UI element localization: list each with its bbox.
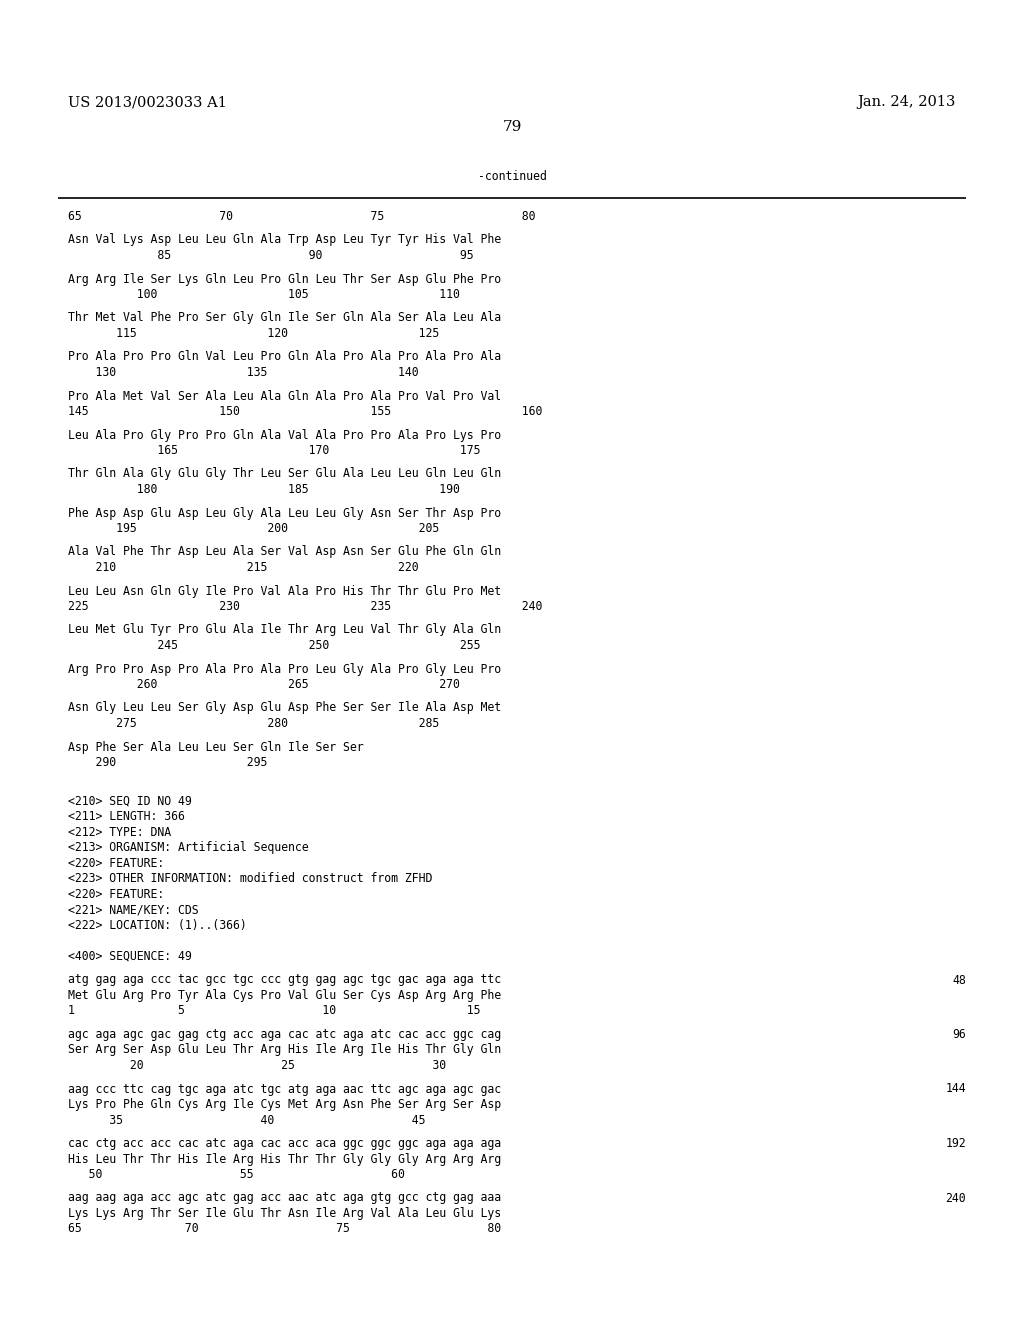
Text: 260                   265                   270: 260 265 270 bbox=[68, 678, 460, 690]
Text: agc aga agc gac gag ctg acc aga cac atc aga atc cac acc ggc cag: agc aga agc gac gag ctg acc aga cac atc … bbox=[68, 1028, 501, 1041]
Text: <221> NAME/KEY: CDS: <221> NAME/KEY: CDS bbox=[68, 903, 199, 916]
Text: <220> FEATURE:: <220> FEATURE: bbox=[68, 888, 164, 902]
Text: 192: 192 bbox=[945, 1137, 966, 1150]
Text: 65               70                    75                    80: 65 70 75 80 bbox=[68, 1222, 501, 1236]
Text: 96: 96 bbox=[952, 1028, 966, 1041]
Text: Arg Arg Ile Ser Lys Gln Leu Pro Gln Leu Thr Ser Asp Glu Phe Pro: Arg Arg Ile Ser Lys Gln Leu Pro Gln Leu … bbox=[68, 272, 501, 285]
Text: 165                   170                   175: 165 170 175 bbox=[68, 444, 480, 457]
Text: 85                    90                    95: 85 90 95 bbox=[68, 249, 474, 261]
Text: 144: 144 bbox=[945, 1082, 966, 1096]
Text: Leu Leu Asn Gln Gly Ile Pro Val Ala Pro His Thr Thr Glu Pro Met: Leu Leu Asn Gln Gly Ile Pro Val Ala Pro … bbox=[68, 585, 501, 598]
Text: Asn Val Lys Asp Leu Leu Gln Ala Trp Asp Leu Tyr Tyr His Val Phe: Asn Val Lys Asp Leu Leu Gln Ala Trp Asp … bbox=[68, 234, 501, 247]
Text: 145                   150                   155                   160: 145 150 155 160 bbox=[68, 405, 543, 418]
Text: Met Glu Arg Pro Tyr Ala Cys Pro Val Glu Ser Cys Asp Arg Arg Phe: Met Glu Arg Pro Tyr Ala Cys Pro Val Glu … bbox=[68, 989, 501, 1002]
Text: Jan. 24, 2013: Jan. 24, 2013 bbox=[858, 95, 956, 110]
Text: 115                   120                   125: 115 120 125 bbox=[68, 327, 439, 341]
Text: <223> OTHER INFORMATION: modified construct from ZFHD: <223> OTHER INFORMATION: modified constr… bbox=[68, 873, 432, 886]
Text: Lys Lys Arg Thr Ser Ile Glu Thr Asn Ile Arg Val Ala Leu Glu Lys: Lys Lys Arg Thr Ser Ile Glu Thr Asn Ile … bbox=[68, 1206, 501, 1220]
Text: 50                    55                    60: 50 55 60 bbox=[68, 1168, 404, 1181]
Text: -continued: -continued bbox=[477, 170, 547, 183]
Text: Pro Ala Met Val Ser Ala Leu Ala Gln Ala Pro Ala Pro Val Pro Val: Pro Ala Met Val Ser Ala Leu Ala Gln Ala … bbox=[68, 389, 501, 403]
Text: US 2013/0023033 A1: US 2013/0023033 A1 bbox=[68, 95, 227, 110]
Text: 35                    40                    45: 35 40 45 bbox=[68, 1114, 426, 1126]
Text: <220> FEATURE:: <220> FEATURE: bbox=[68, 857, 164, 870]
Text: 245                   250                   255: 245 250 255 bbox=[68, 639, 480, 652]
Text: 1               5                    10                   15: 1 5 10 15 bbox=[68, 1005, 480, 1018]
Text: Leu Ala Pro Gly Pro Pro Gln Ala Val Ala Pro Pro Ala Pro Lys Pro: Leu Ala Pro Gly Pro Pro Gln Ala Val Ala … bbox=[68, 429, 501, 441]
Text: 48: 48 bbox=[952, 974, 966, 986]
Text: Ser Arg Ser Asp Glu Leu Thr Arg His Ile Arg Ile His Thr Gly Gln: Ser Arg Ser Asp Glu Leu Thr Arg His Ile … bbox=[68, 1044, 501, 1056]
Text: 195                   200                   205: 195 200 205 bbox=[68, 521, 439, 535]
Text: 65                    70                    75                    80: 65 70 75 80 bbox=[68, 210, 536, 223]
Text: cac ctg acc acc cac atc aga cac acc aca ggc ggc ggc aga aga aga: cac ctg acc acc cac atc aga cac acc aca … bbox=[68, 1137, 501, 1150]
Text: Asp Phe Ser Ala Leu Leu Ser Gln Ile Ser Ser: Asp Phe Ser Ala Leu Leu Ser Gln Ile Ser … bbox=[68, 741, 364, 754]
Text: <210> SEQ ID NO 49: <210> SEQ ID NO 49 bbox=[68, 795, 191, 808]
Text: Lys Pro Phe Gln Cys Arg Ile Cys Met Arg Asn Phe Ser Arg Ser Asp: Lys Pro Phe Gln Cys Arg Ile Cys Met Arg … bbox=[68, 1098, 501, 1111]
Text: <212> TYPE: DNA: <212> TYPE: DNA bbox=[68, 826, 171, 840]
Text: 240: 240 bbox=[945, 1192, 966, 1204]
Text: Pro Ala Pro Pro Gln Val Leu Pro Gln Ala Pro Ala Pro Ala Pro Ala: Pro Ala Pro Pro Gln Val Leu Pro Gln Ala … bbox=[68, 351, 501, 363]
Text: 79: 79 bbox=[503, 120, 521, 135]
Text: Arg Pro Pro Asp Pro Ala Pro Ala Pro Leu Gly Ala Pro Gly Leu Pro: Arg Pro Pro Asp Pro Ala Pro Ala Pro Leu … bbox=[68, 663, 501, 676]
Text: 275                   280                   285: 275 280 285 bbox=[68, 717, 439, 730]
Text: 290                   295: 290 295 bbox=[68, 756, 267, 770]
Text: 130                   135                   140: 130 135 140 bbox=[68, 366, 419, 379]
Text: <213> ORGANISM: Artificial Sequence: <213> ORGANISM: Artificial Sequence bbox=[68, 842, 308, 854]
Text: 210                   215                   220: 210 215 220 bbox=[68, 561, 419, 574]
Text: Ala Val Phe Thr Asp Leu Ala Ser Val Asp Asn Ser Glu Phe Gln Gln: Ala Val Phe Thr Asp Leu Ala Ser Val Asp … bbox=[68, 545, 501, 558]
Text: 20                    25                    30: 20 25 30 bbox=[68, 1059, 446, 1072]
Text: 180                   185                   190: 180 185 190 bbox=[68, 483, 460, 496]
Text: <211> LENGTH: 366: <211> LENGTH: 366 bbox=[68, 810, 185, 824]
Text: Leu Met Glu Tyr Pro Glu Ala Ile Thr Arg Leu Val Thr Gly Ala Gln: Leu Met Glu Tyr Pro Glu Ala Ile Thr Arg … bbox=[68, 623, 501, 636]
Text: aag ccc ttc cag tgc aga atc tgc atg aga aac ttc agc aga agc gac: aag ccc ttc cag tgc aga atc tgc atg aga … bbox=[68, 1082, 501, 1096]
Text: 100                   105                   110: 100 105 110 bbox=[68, 288, 460, 301]
Text: Thr Gln Ala Gly Glu Gly Thr Leu Ser Glu Ala Leu Leu Gln Leu Gln: Thr Gln Ala Gly Glu Gly Thr Leu Ser Glu … bbox=[68, 467, 501, 480]
Text: aag aag aga acc agc atc gag acc aac atc aga gtg gcc ctg gag aaa: aag aag aga acc agc atc gag acc aac atc … bbox=[68, 1192, 501, 1204]
Text: Asn Gly Leu Leu Ser Gly Asp Glu Asp Phe Ser Ser Ile Ala Asp Met: Asn Gly Leu Leu Ser Gly Asp Glu Asp Phe … bbox=[68, 701, 501, 714]
Text: Phe Asp Asp Glu Asp Leu Gly Ala Leu Leu Gly Asn Ser Thr Asp Pro: Phe Asp Asp Glu Asp Leu Gly Ala Leu Leu … bbox=[68, 507, 501, 520]
Text: <222> LOCATION: (1)..(366): <222> LOCATION: (1)..(366) bbox=[68, 919, 247, 932]
Text: Thr Met Val Phe Pro Ser Gly Gln Ile Ser Gln Ala Ser Ala Leu Ala: Thr Met Val Phe Pro Ser Gly Gln Ile Ser … bbox=[68, 312, 501, 325]
Text: 225                   230                   235                   240: 225 230 235 240 bbox=[68, 601, 543, 612]
Text: atg gag aga ccc tac gcc tgc ccc gtg gag agc tgc gac aga aga ttc: atg gag aga ccc tac gcc tgc ccc gtg gag … bbox=[68, 974, 501, 986]
Text: His Leu Thr Thr His Ile Arg His Thr Thr Gly Gly Gly Arg Arg Arg: His Leu Thr Thr His Ile Arg His Thr Thr … bbox=[68, 1152, 501, 1166]
Text: <400> SEQUENCE: 49: <400> SEQUENCE: 49 bbox=[68, 950, 191, 964]
